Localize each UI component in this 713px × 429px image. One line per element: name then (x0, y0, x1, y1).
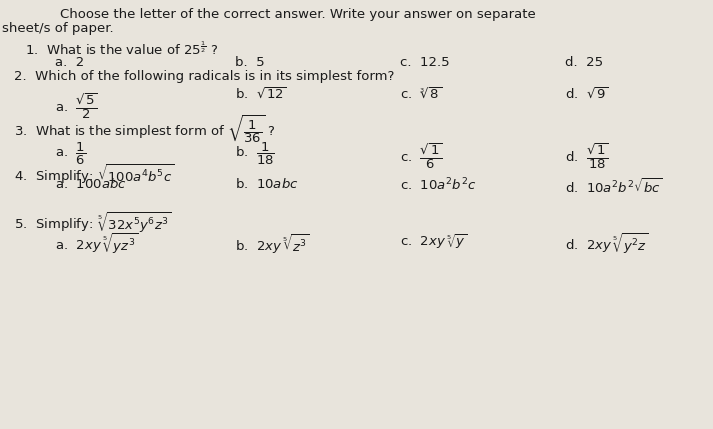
Text: a.  $\dfrac{\sqrt{5}}{2}$: a. $\dfrac{\sqrt{5}}{2}$ (55, 91, 98, 121)
Text: 5.  Simplify: $\sqrt[5]{32x^5y^6z^3}$: 5. Simplify: $\sqrt[5]{32x^5y^6z^3}$ (14, 211, 172, 235)
Text: a.  100$abc$: a. 100$abc$ (55, 177, 127, 191)
Text: b.  10$abc$: b. 10$abc$ (235, 177, 299, 191)
Text: sheet/s of paper.: sheet/s of paper. (2, 22, 113, 35)
Text: 3.  What is the simplest form of $\sqrt{\dfrac{1}{36}}$ ?: 3. What is the simplest form of $\sqrt{\… (14, 114, 276, 146)
Text: a.  $2xy\,\sqrt[5]{yz^3}$: a. $2xy\,\sqrt[5]{yz^3}$ (55, 232, 138, 256)
Text: a.  $\dfrac{1}{6}$: a. $\dfrac{1}{6}$ (55, 141, 86, 167)
Text: d.  $10a^2b^2\sqrt{bc}$: d. $10a^2b^2\sqrt{bc}$ (565, 177, 662, 196)
Text: b.  5: b. 5 (235, 56, 265, 69)
Text: a.  2: a. 2 (55, 56, 84, 69)
Text: b.  $\sqrt{12}$: b. $\sqrt{12}$ (235, 87, 287, 102)
Text: b.  $\dfrac{1}{18}$: b. $\dfrac{1}{18}$ (235, 141, 275, 167)
Text: 1.  What is the value of $25^{\frac{1}{2}}$ ?: 1. What is the value of $25^{\frac{1}{2}… (25, 41, 218, 58)
Text: c.  $\dfrac{\sqrt{1}}{6}$: c. $\dfrac{\sqrt{1}}{6}$ (400, 141, 442, 171)
Text: c.  $10a^2b^2c$: c. $10a^2b^2c$ (400, 177, 476, 193)
Text: 2.  Which of the following radicals is in its simplest form?: 2. Which of the following radicals is in… (14, 70, 394, 83)
Text: c.  $\sqrt[3]{8}$: c. $\sqrt[3]{8}$ (400, 87, 442, 102)
Text: d.  $2xy\,\sqrt[5]{y^2z}$: d. $2xy\,\sqrt[5]{y^2z}$ (565, 232, 648, 256)
Text: d.  25: d. 25 (565, 56, 603, 69)
Text: d.  $\sqrt{9}$: d. $\sqrt{9}$ (565, 87, 608, 102)
Text: c.  12.5: c. 12.5 (400, 56, 450, 69)
Text: c.  $2xy\,\sqrt[5]{y}$: c. $2xy\,\sqrt[5]{y}$ (400, 232, 468, 251)
Text: Choose the letter of the correct answer. Write your answer on separate: Choose the letter of the correct answer.… (60, 8, 535, 21)
Text: d.  $\dfrac{\sqrt{1}}{18}$: d. $\dfrac{\sqrt{1}}{18}$ (565, 141, 608, 171)
Text: b.  $2xy\,\sqrt[5]{z^3}$: b. $2xy\,\sqrt[5]{z^3}$ (235, 232, 310, 256)
Text: 4.  Simplify: $\sqrt{100a^4b^5c}$: 4. Simplify: $\sqrt{100a^4b^5c}$ (14, 162, 174, 186)
